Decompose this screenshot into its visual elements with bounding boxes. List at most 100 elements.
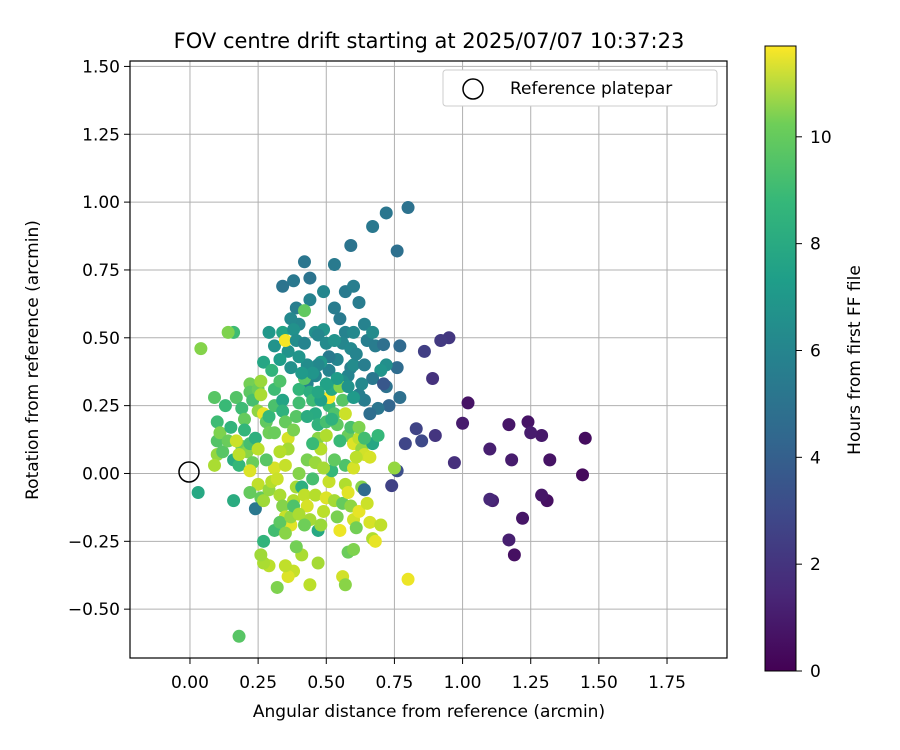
data-point [507, 548, 521, 562]
data-point [278, 458, 292, 472]
data-point [232, 458, 246, 472]
data-point [292, 507, 306, 521]
data-point [393, 339, 407, 353]
x-tick-label: 0.25 [239, 673, 277, 693]
data-point [306, 366, 320, 380]
data-point [352, 296, 366, 310]
data-point [297, 488, 311, 502]
data-point [314, 518, 328, 532]
data-point [524, 426, 538, 440]
y-tick-label: 1.25 [82, 125, 120, 145]
colorbar-tick-label: 10 [810, 128, 832, 148]
data-point [273, 515, 287, 529]
data-point [289, 540, 303, 554]
reference-platepar-marker [178, 461, 200, 483]
data-point [284, 312, 298, 326]
data-point [393, 390, 407, 404]
data-point [281, 570, 295, 584]
data-point [213, 426, 227, 440]
data-point [576, 468, 590, 482]
data-point [502, 533, 516, 547]
data-point [297, 304, 311, 318]
data-point [267, 461, 281, 475]
data-point [257, 494, 271, 508]
data-point [415, 434, 429, 448]
data-point [273, 374, 287, 388]
data-point [317, 504, 331, 518]
data-point [336, 393, 350, 407]
data-point [251, 442, 265, 456]
data-point [300, 409, 314, 423]
y-axis-label: Rotation from reference (arcmin) [23, 220, 43, 500]
data-point [276, 404, 290, 418]
data-point [330, 510, 344, 524]
data-point [248, 431, 262, 445]
data-point [322, 475, 336, 489]
data-point [390, 361, 404, 375]
data-point [221, 325, 235, 339]
colorbar-tick-label: 8 [810, 235, 821, 255]
data-point [338, 407, 352, 421]
data-point [409, 422, 423, 436]
y-tick-label: 0.00 [82, 464, 120, 484]
data-point [363, 515, 377, 529]
data-point [287, 423, 301, 437]
x-tick-label: 1.25 [512, 673, 550, 693]
data-point [281, 344, 295, 358]
data-point [229, 434, 243, 448]
y-tick-label: 1.00 [82, 193, 120, 213]
data-point [360, 496, 374, 510]
data-point [366, 325, 380, 339]
data-point [276, 279, 290, 293]
x-axis-ticks: 0.00 0.25 0.50 0.75 1.00 1.25 1.50 1.75 [171, 658, 686, 693]
data-point [243, 464, 257, 478]
data-point [366, 371, 380, 385]
x-tick-label: 0.00 [171, 673, 209, 693]
y-tick-label: 0.75 [82, 261, 120, 281]
data-point [259, 453, 273, 467]
x-tick-label: 1.50 [580, 673, 618, 693]
data-point [357, 431, 371, 445]
data-point [322, 363, 336, 377]
data-point [306, 472, 320, 486]
data-point [317, 461, 331, 475]
data-point [387, 461, 401, 475]
data-point [297, 336, 311, 350]
data-point [254, 548, 268, 562]
data-point [232, 629, 246, 643]
data-point [229, 390, 243, 404]
data-point [357, 358, 371, 372]
legend-box [442, 69, 718, 107]
data-point [278, 559, 292, 573]
data-point [401, 201, 415, 215]
colorbar: 0 2 4 6 8 10 Hours from first FF file [764, 45, 865, 682]
data-point [371, 428, 385, 442]
data-point [287, 323, 301, 337]
data-point [311, 328, 325, 342]
data-point [357, 317, 371, 331]
data-point [297, 255, 311, 269]
data-point [341, 485, 355, 499]
data-point [270, 472, 284, 486]
data-point [382, 399, 396, 413]
data-point [341, 380, 355, 394]
data-point [227, 494, 241, 508]
data-point [257, 534, 271, 548]
legend: Reference platepar [442, 69, 718, 107]
data-point [295, 366, 309, 380]
data-point [327, 301, 341, 315]
data-point [308, 488, 322, 502]
data-point [292, 396, 306, 410]
data-point [368, 534, 382, 548]
y-tick-label: 1.50 [82, 57, 120, 77]
data-point [347, 461, 361, 475]
data-point [292, 382, 306, 396]
colorbar-tick-label: 2 [810, 555, 821, 575]
data-point [303, 578, 317, 592]
plot-frame [129, 60, 728, 659]
data-point [235, 401, 249, 415]
data-point [224, 420, 238, 434]
data-point [243, 485, 257, 499]
colorbar-label: Hours from first FF file [845, 265, 865, 455]
